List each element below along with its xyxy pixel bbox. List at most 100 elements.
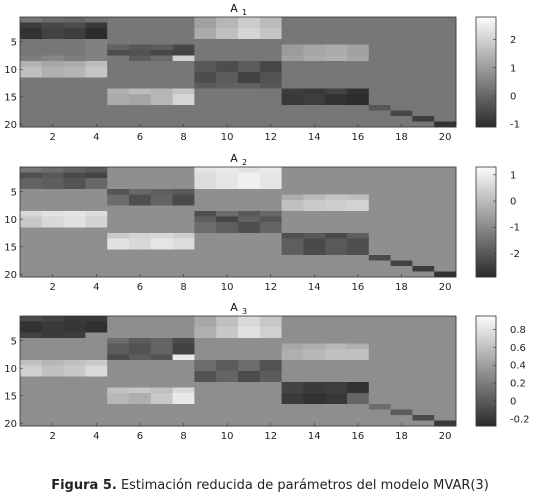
- heatmap-cell: [216, 110, 239, 117]
- colorbar-segment: [476, 366, 496, 370]
- heatmap-cell: [194, 194, 217, 201]
- heatmap-cell: [63, 183, 86, 190]
- heatmap-cell: [107, 349, 130, 355]
- heatmap-cell: [259, 338, 282, 344]
- heatmap-cell: [259, 255, 282, 261]
- heatmap-cell: [238, 321, 261, 328]
- heatmap-cell: [150, 205, 173, 212]
- heatmap-cell: [41, 327, 64, 333]
- heatmap-cell: [281, 121, 304, 128]
- heatmap-cell: [63, 249, 86, 256]
- heatmap-cell: [390, 249, 413, 256]
- heatmap-cell: [150, 167, 173, 173]
- heatmap-cell: [20, 244, 43, 250]
- colorbar-segment: [476, 379, 496, 383]
- x-tick-label: 8: [180, 132, 186, 143]
- heatmap-cell: [303, 116, 326, 122]
- heatmap-cell: [238, 44, 261, 51]
- heatmap-cell: [347, 200, 370, 206]
- heatmap-cell: [194, 371, 217, 377]
- heatmap-cell: [412, 266, 435, 272]
- heatmap-cell: [303, 77, 326, 84]
- heatmap-cell: [216, 50, 239, 56]
- heatmap-cell: [20, 266, 43, 272]
- heatmap-cell: [259, 17, 282, 23]
- heatmap-cell: [107, 393, 130, 399]
- heatmap-cell: [107, 255, 130, 261]
- heatmap-cell: [325, 178, 348, 184]
- heatmap-cell: [281, 172, 304, 179]
- y-tick-label: 5: [11, 37, 17, 48]
- heatmap-cell: [390, 393, 413, 399]
- heatmap-cell: [281, 222, 304, 228]
- heatmap-cell: [368, 338, 391, 344]
- heatmap-cell: [434, 99, 457, 106]
- heatmap-cell: [172, 398, 195, 405]
- heatmap-cell: [129, 99, 152, 106]
- heatmap-cell: [216, 72, 239, 78]
- heatmap-cell: [172, 205, 195, 212]
- heatmap-cell: [194, 205, 217, 212]
- panel-title: A: [230, 301, 238, 314]
- heatmap-cell: [303, 387, 326, 394]
- heatmap-cell: [216, 116, 239, 122]
- heatmap-cell: [303, 94, 326, 100]
- heatmap-cell: [412, 398, 435, 405]
- heatmap-cell: [216, 39, 239, 45]
- heatmap-cell: [259, 404, 282, 410]
- heatmap-cell: [194, 387, 217, 394]
- heatmap-cell: [412, 72, 435, 78]
- heatmap-cell: [63, 371, 86, 377]
- heatmap-cell: [325, 33, 348, 40]
- heatmap-cell: [150, 216, 173, 223]
- heatmap-cell: [368, 94, 391, 100]
- heatmap-cell: [325, 415, 348, 421]
- panel-title-subscript: 1: [242, 8, 247, 17]
- heatmap-cell: [150, 28, 173, 34]
- heatmap-cell: [85, 238, 108, 245]
- heatmap-cell: [347, 94, 370, 100]
- heatmap-cell: [281, 211, 304, 217]
- heatmap-cell: [303, 33, 326, 40]
- heatmap-cell: [238, 404, 261, 410]
- heatmap-cell: [129, 316, 152, 322]
- heatmap-cell: [194, 244, 217, 250]
- heatmap-cell: [347, 371, 370, 377]
- heatmap-cell: [259, 88, 282, 95]
- colorbar-tick-label: 0.6: [510, 343, 526, 354]
- heatmap-cell: [85, 376, 108, 383]
- heatmap-cell: [63, 83, 86, 89]
- heatmap-cell: [390, 222, 413, 228]
- y-tick-label: 10: [4, 215, 17, 226]
- heatmap-cell: [85, 17, 108, 23]
- heatmap-cell: [368, 44, 391, 51]
- heatmap-cell: [347, 338, 370, 344]
- heatmap-cell: [325, 211, 348, 217]
- colorbar-segment: [476, 17, 496, 20]
- heatmap-cell: [216, 321, 239, 328]
- colorbar-segment: [476, 255, 496, 258]
- heatmap-cell: [412, 183, 435, 190]
- heatmap-cell: [194, 183, 217, 190]
- heatmap-cell: [434, 343, 457, 350]
- plot-frame: [19, 166, 457, 278]
- heatmap-cell: [129, 216, 152, 223]
- heatmap-cell: [194, 50, 217, 56]
- heatmap-cell: [150, 94, 173, 100]
- heatmap-cell: [347, 354, 370, 361]
- heatmap-cell: [20, 183, 43, 190]
- heatmap-cell: [107, 28, 130, 34]
- heatmap-cell: [172, 238, 195, 245]
- heatmap-cell: [85, 88, 108, 95]
- heatmap-cell: [41, 183, 64, 190]
- heatmap-cell: [238, 189, 261, 195]
- heatmap-cell: [194, 55, 217, 62]
- heatmap-cell: [216, 194, 239, 201]
- heatmap-cell: [172, 393, 195, 399]
- heatmap-cell: [238, 183, 261, 190]
- heatmap-cell: [107, 66, 130, 73]
- heatmap-cell: [412, 105, 435, 111]
- heatmap-cell: [194, 338, 217, 344]
- heatmap-cell: [238, 72, 261, 78]
- heatmap-cell: [41, 393, 64, 399]
